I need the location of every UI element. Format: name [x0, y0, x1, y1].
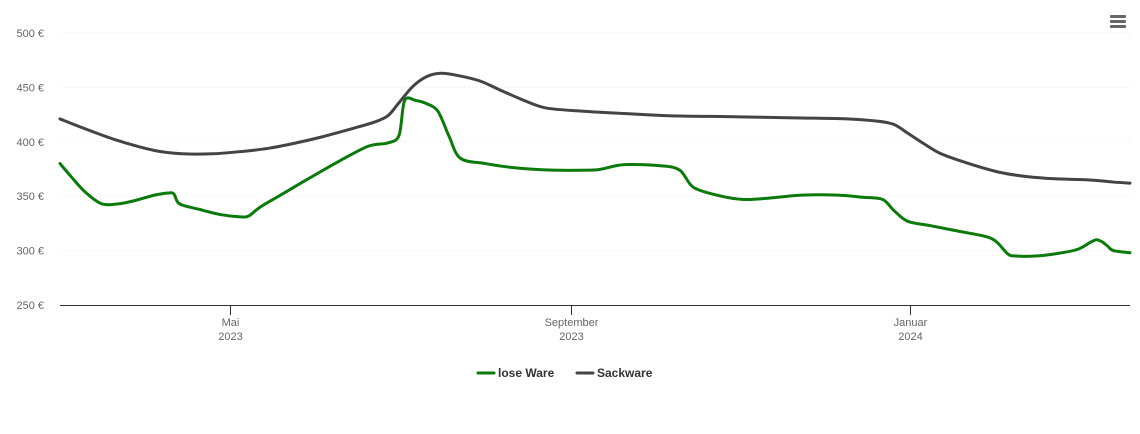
grid-layer: [60, 32, 1130, 252]
series-line-sackware[interactable]: [58, 71, 1132, 185]
y-tick-label: 400 €: [16, 137, 44, 149]
legend[interactable]: lose Ware Sackware: [476, 366, 653, 380]
axis-layer: 250 € 300 € 350 € 400 € 450 € 500 € Mai 2023 Sep…: [16, 28, 1130, 343]
x-tick-year-label: 2023: [218, 331, 242, 343]
y-tick-label: 350 €: [16, 191, 44, 203]
legend-label: lose Ware: [498, 366, 555, 380]
series-line-lose-ware[interactable]: [58, 96, 1132, 258]
x-tick-label: Mai: [222, 317, 240, 329]
hamburger-menu-icon[interactable]: [1106, 10, 1130, 34]
y-tick-label: 300 €: [16, 246, 44, 258]
x-tick-year-label: 2024: [898, 331, 922, 343]
y-tick-label: 450 €: [16, 82, 44, 94]
legend-item-sackware[interactable]: Sackware: [575, 366, 653, 380]
series-layer: [58, 71, 1132, 258]
legend-item-lose-ware[interactable]: lose Ware: [476, 366, 555, 380]
x-tick-label: September: [545, 317, 599, 329]
x-tick-label: Januar: [894, 317, 928, 329]
legend-label: Sackware: [597, 366, 653, 380]
x-tick-year-label: 2023: [559, 331, 583, 343]
y-tick-label: 250 €: [16, 300, 44, 312]
y-tick-label: 500 €: [16, 28, 44, 40]
